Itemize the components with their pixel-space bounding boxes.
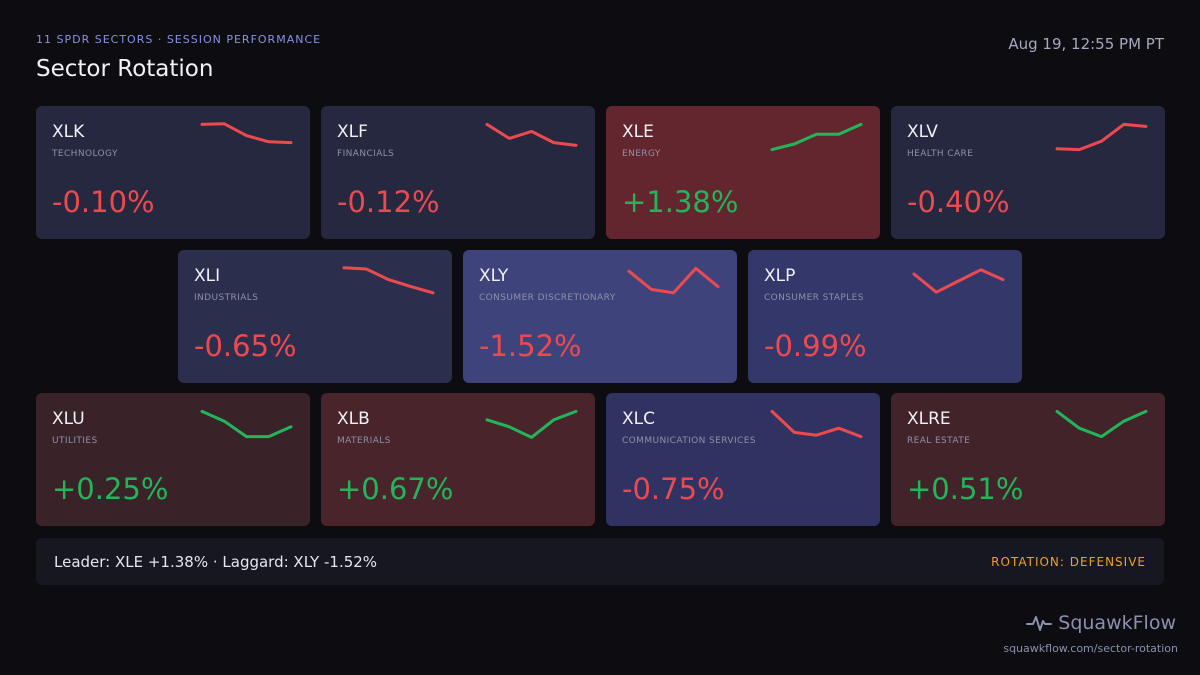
sector-name: CONSUMER DISCRETIONARY — [479, 293, 616, 303]
source-url: squawkflow.com/sector-rotation — [1003, 642, 1178, 655]
leader-laggard-summary: Leader: XLE +1.38% · Laggard: XLY -1.52% — [54, 552, 378, 571]
sector-change: -0.10% — [52, 185, 155, 219]
sparkline — [485, 122, 578, 147]
sector-change: +0.51% — [907, 472, 1024, 506]
sector-tile[interactable]: XLI INDUSTRIALS -0.65% — [178, 250, 452, 383]
brand-logo: SquawkFlow — [1026, 612, 1176, 634]
sector-tile[interactable]: XLY CONSUMER DISCRETIONARY -1.52% — [463, 250, 737, 383]
sector-tile[interactable]: XLK TECHNOLOGY -0.10% — [36, 106, 310, 239]
sector-ticker: XLP — [764, 266, 796, 286]
sparkline — [1055, 409, 1148, 439]
sector-ticker: XLV — [907, 122, 938, 142]
sector-name: UTILITIES — [52, 436, 98, 446]
sector-change: -0.40% — [907, 185, 1010, 219]
sector-name: MATERIALS — [337, 436, 391, 446]
sector-name: TECHNOLOGY — [52, 149, 118, 159]
sector-change: -0.12% — [337, 185, 440, 219]
sector-ticker: XLK — [52, 122, 85, 142]
timestamp: Aug 19, 12:55 PM PT — [1008, 35, 1164, 53]
sparkline — [1055, 122, 1148, 152]
sector-tile[interactable]: XLRE REAL ESTATE +0.51% — [891, 393, 1165, 526]
summary-bar: Leader: XLE +1.38% · Laggard: XLY -1.52%… — [36, 538, 1164, 585]
sector-name: HEALTH CARE — [907, 149, 974, 159]
sector-tile[interactable]: XLE ENERGY +1.38% — [606, 106, 880, 239]
sector-tile[interactable]: XLP CONSUMER STAPLES -0.99% — [748, 250, 1022, 383]
sector-name: ENERGY — [622, 149, 661, 159]
sector-name: COMMUNICATION SERVICES — [622, 436, 756, 446]
sector-change: +0.67% — [337, 472, 454, 506]
sector-change: -0.75% — [622, 472, 725, 506]
sector-name: REAL ESTATE — [907, 436, 971, 446]
sector-ticker: XLF — [337, 122, 368, 142]
sector-ticker: XLRE — [907, 409, 951, 429]
sector-change: -1.52% — [479, 329, 582, 363]
sparkline — [485, 409, 578, 439]
sector-tile[interactable]: XLV HEALTH CARE -0.40% — [891, 106, 1165, 239]
sector-ticker: XLB — [337, 409, 370, 429]
brand-name: SquawkFlow — [1058, 612, 1176, 634]
sector-ticker: XLC — [622, 409, 655, 429]
sector-ticker: XLU — [52, 409, 85, 429]
sparkline — [627, 266, 720, 295]
sparkline — [770, 409, 863, 439]
sector-change: -0.65% — [194, 329, 297, 363]
sector-ticker: XLY — [479, 266, 509, 286]
sparkline — [342, 266, 435, 295]
sector-tile[interactable]: XLC COMMUNICATION SERVICES -0.75% — [606, 393, 880, 526]
sparkline — [770, 122, 863, 152]
sparkline — [200, 409, 293, 439]
sparkline — [912, 268, 1005, 294]
sector-ticker: XLI — [194, 266, 221, 286]
sparkline — [200, 122, 293, 145]
sector-name: CONSUMER STAPLES — [764, 293, 864, 303]
eyebrow-label: 11 SPDR SECTORS · SESSION PERFORMANCE — [36, 33, 322, 46]
sector-name: INDUSTRIALS — [194, 293, 259, 303]
sector-tile[interactable]: XLU UTILITIES +0.25% — [36, 393, 310, 526]
page-title: Sector Rotation — [36, 56, 214, 82]
sector-change: +0.25% — [52, 472, 169, 506]
rotation-status: ROTATION: DEFENSIVE — [991, 554, 1146, 569]
sector-tile[interactable]: XLB MATERIALS +0.67% — [321, 393, 595, 526]
sector-change: -0.99% — [764, 329, 867, 363]
sector-grid: XLK TECHNOLOGY -0.10% XLF FINANCIALS -0.… — [36, 106, 1165, 526]
sector-tile[interactable]: XLF FINANCIALS -0.12% — [321, 106, 595, 239]
pulse-icon — [1026, 616, 1053, 631]
sector-change: +1.38% — [622, 185, 739, 219]
sector-name: FINANCIALS — [337, 149, 395, 159]
sector-ticker: XLE — [622, 122, 654, 142]
